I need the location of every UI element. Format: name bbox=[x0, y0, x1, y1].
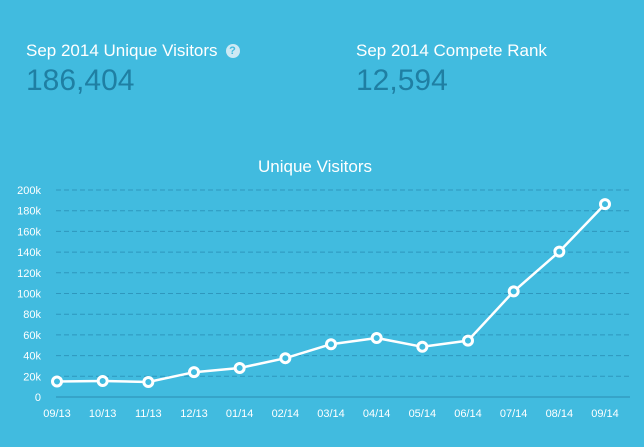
x-tick-label: 12/13 bbox=[180, 408, 208, 420]
y-tick-label: 20k bbox=[23, 371, 41, 383]
data-point[interactable] bbox=[279, 352, 292, 365]
point-layer bbox=[51, 198, 611, 388]
y-tick-label: 40k bbox=[23, 351, 41, 363]
x-tick-label: 02/14 bbox=[272, 408, 300, 420]
data-point[interactable] bbox=[142, 375, 155, 388]
y-tick-label: 200k bbox=[17, 185, 41, 197]
data-point[interactable] bbox=[416, 340, 429, 353]
data-point[interactable] bbox=[188, 366, 200, 379]
x-tick-label: 03/14 bbox=[317, 408, 345, 420]
x-tick-label: 08/14 bbox=[546, 408, 574, 420]
data-point[interactable] bbox=[462, 334, 474, 347]
data-point[interactable] bbox=[325, 338, 337, 351]
x-tick-label: 09/14 bbox=[591, 408, 619, 420]
y-tick-label: 120k bbox=[17, 268, 41, 280]
visitors-stat: Sep 2014 Unique Visitors ? 186,404 bbox=[26, 40, 240, 98]
y-tick-label: 0 bbox=[35, 392, 41, 404]
rank-stat-label-row: Sep 2014 Compete Rank bbox=[356, 40, 547, 62]
y-tick-label: 80k bbox=[23, 309, 41, 321]
data-point[interactable] bbox=[51, 375, 63, 388]
help-icon[interactable]: ? bbox=[225, 44, 240, 58]
data-point[interactable] bbox=[370, 332, 383, 345]
rank-stat-value: 12,594 bbox=[356, 64, 448, 97]
data-point[interactable] bbox=[553, 245, 566, 258]
data-point[interactable] bbox=[233, 362, 246, 375]
x-tick-label: 05/14 bbox=[409, 408, 437, 420]
x-tick-label: 07/14 bbox=[500, 408, 528, 420]
y-tick-label: 100k bbox=[17, 289, 41, 301]
y-tick-label: 140k bbox=[17, 247, 41, 259]
y-tick-label: 160k bbox=[17, 226, 41, 238]
x-tick-label: 01/14 bbox=[226, 408, 254, 420]
chart-title: Unique Visitors bbox=[258, 157, 372, 176]
grid-layer bbox=[56, 189, 630, 398]
x-tick-label: 10/13 bbox=[89, 408, 117, 420]
x-tick-label: 04/14 bbox=[363, 408, 391, 420]
y-tick-label: 60k bbox=[23, 330, 41, 342]
y-tick-label: 180k bbox=[17, 206, 41, 218]
x-tick-label: 06/14 bbox=[454, 408, 482, 420]
visitors-stat-label: Sep 2014 Unique Visitors bbox=[26, 41, 218, 60]
x-tick-label: 11/13 bbox=[135, 408, 162, 420]
data-point[interactable] bbox=[96, 374, 109, 387]
rank-stat-label: Sep 2014 Compete Rank bbox=[356, 41, 547, 60]
visitors-stat-value: 186,404 bbox=[26, 64, 135, 97]
axis-layer: 0 20k 40k 60k 80k 100k 120k 140k 160k 180k 200k 09/… bbox=[17, 185, 619, 420]
x-tick-label: 09/13 bbox=[43, 408, 71, 420]
data-point[interactable] bbox=[507, 285, 520, 298]
data-point[interactable] bbox=[599, 198, 611, 211]
visitors-stat-label-row: Sep 2014 Unique Visitors ? bbox=[26, 40, 240, 62]
rank-stat: Sep 2014 Compete Rank 12,594 bbox=[356, 40, 547, 98]
